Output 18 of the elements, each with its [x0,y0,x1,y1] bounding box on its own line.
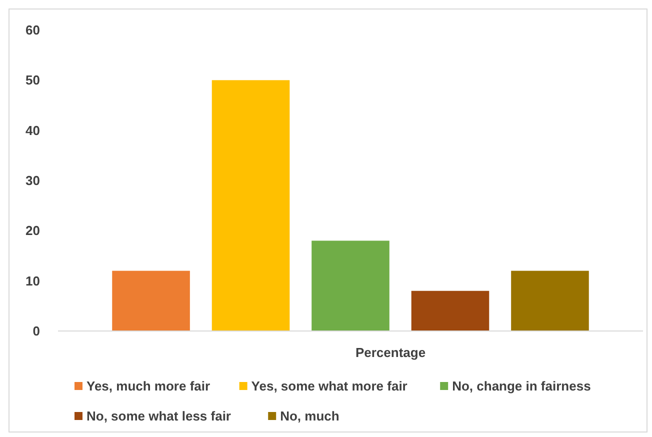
bar [312,240,390,331]
y-tick-label: 0 [32,324,40,339]
y-tick-label: 60 [26,22,40,38]
bar [212,80,290,331]
y-tick-label: 50 [26,72,40,88]
y-tick-label: 30 [26,173,40,188]
x-tick-label: Percentage [355,345,426,360]
legend-label: Yes, some what more fair [251,378,408,394]
legend-label: No, much [280,408,340,424]
y-tick-label: 20 [26,223,40,238]
bar [112,270,190,331]
legend-label: No, some what less fair [86,408,231,424]
legend-label: No, change in fairness [452,378,591,394]
bar [411,290,490,331]
y-tick-label: 10 [26,273,40,288]
legend-label: Yes, much more fair [86,378,210,394]
y-tick-label: 40 [26,122,40,138]
bar [511,270,589,331]
